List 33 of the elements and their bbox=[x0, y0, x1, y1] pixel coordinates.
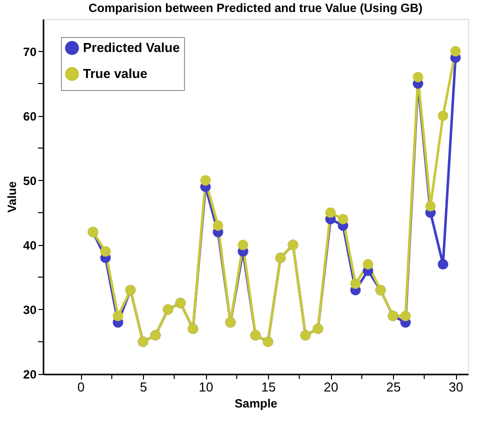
point bbox=[325, 207, 336, 218]
x-tick-label: 10 bbox=[198, 380, 214, 394]
y-tick-label: 20 bbox=[23, 368, 37, 382]
x-tick-label: 15 bbox=[261, 380, 276, 394]
point bbox=[100, 246, 111, 257]
x-tick-label: 5 bbox=[140, 380, 148, 394]
x-tick-label: 25 bbox=[386, 380, 401, 394]
y-tick-label: 40 bbox=[23, 238, 37, 252]
x-tick-label: 30 bbox=[448, 380, 464, 394]
point bbox=[338, 214, 348, 224]
point bbox=[450, 46, 461, 57]
point bbox=[438, 110, 448, 122]
point bbox=[438, 259, 448, 270]
point bbox=[400, 310, 411, 322]
y-axis-title: Value bbox=[5, 181, 20, 213]
point bbox=[200, 175, 211, 186]
point bbox=[350, 278, 361, 289]
y-tick-label: 30 bbox=[23, 302, 37, 317]
x-tick-label: 0 bbox=[77, 380, 85, 394]
chart-title: Comparision between Predicted and true Value (Using GB) bbox=[88, 1, 423, 15]
point bbox=[238, 240, 248, 250]
point bbox=[412, 72, 424, 82]
point bbox=[362, 259, 374, 270]
point bbox=[112, 310, 124, 322]
y-tick-label: 70 bbox=[23, 44, 37, 59]
y-tick-label: 50 bbox=[23, 174, 37, 188]
legend-label: True value bbox=[83, 66, 148, 81]
legend-label: Predicted Value bbox=[83, 40, 180, 55]
x-axis-title: Sample bbox=[234, 396, 278, 410]
y-tick-label: 60 bbox=[23, 109, 37, 124]
point bbox=[425, 200, 436, 212]
x-tick-label: 20 bbox=[324, 380, 338, 394]
point bbox=[212, 220, 224, 231]
